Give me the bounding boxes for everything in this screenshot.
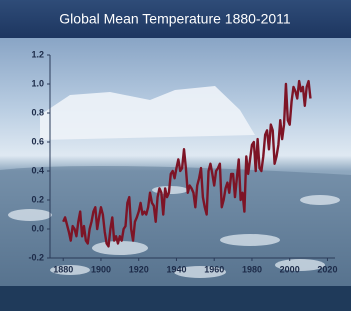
y-tick-label: -0.2 bbox=[28, 252, 44, 262]
y-tick-label: 0.0 bbox=[31, 223, 44, 233]
x-tick-label: 1920 bbox=[129, 264, 149, 274]
y-tick-label: 0.4 bbox=[31, 165, 44, 175]
chart: Global Mean Temperature 1880-2011 -0.2 0.… bbox=[0, 0, 351, 311]
x-tick-label: 1880 bbox=[53, 264, 73, 274]
y-tick-label: 0.8 bbox=[31, 107, 44, 117]
y-tick-label: 0.6 bbox=[31, 136, 44, 146]
x-tick-label: 1900 bbox=[91, 264, 111, 274]
x-tick-label: 1980 bbox=[242, 264, 262, 274]
y-tick-label: 1.0 bbox=[31, 78, 44, 88]
y-tick-label: 0.2 bbox=[31, 194, 44, 204]
footer-bar bbox=[0, 286, 351, 311]
x-tick-label: 2000 bbox=[280, 264, 300, 274]
x-tick-label: 1960 bbox=[204, 264, 224, 274]
x-tick-label: 1940 bbox=[166, 264, 186, 274]
chart-title: Global Mean Temperature 1880-2011 bbox=[59, 11, 291, 27]
y-tick-label: 1.2 bbox=[31, 49, 44, 59]
x-tick-label: 2020 bbox=[317, 264, 337, 274]
